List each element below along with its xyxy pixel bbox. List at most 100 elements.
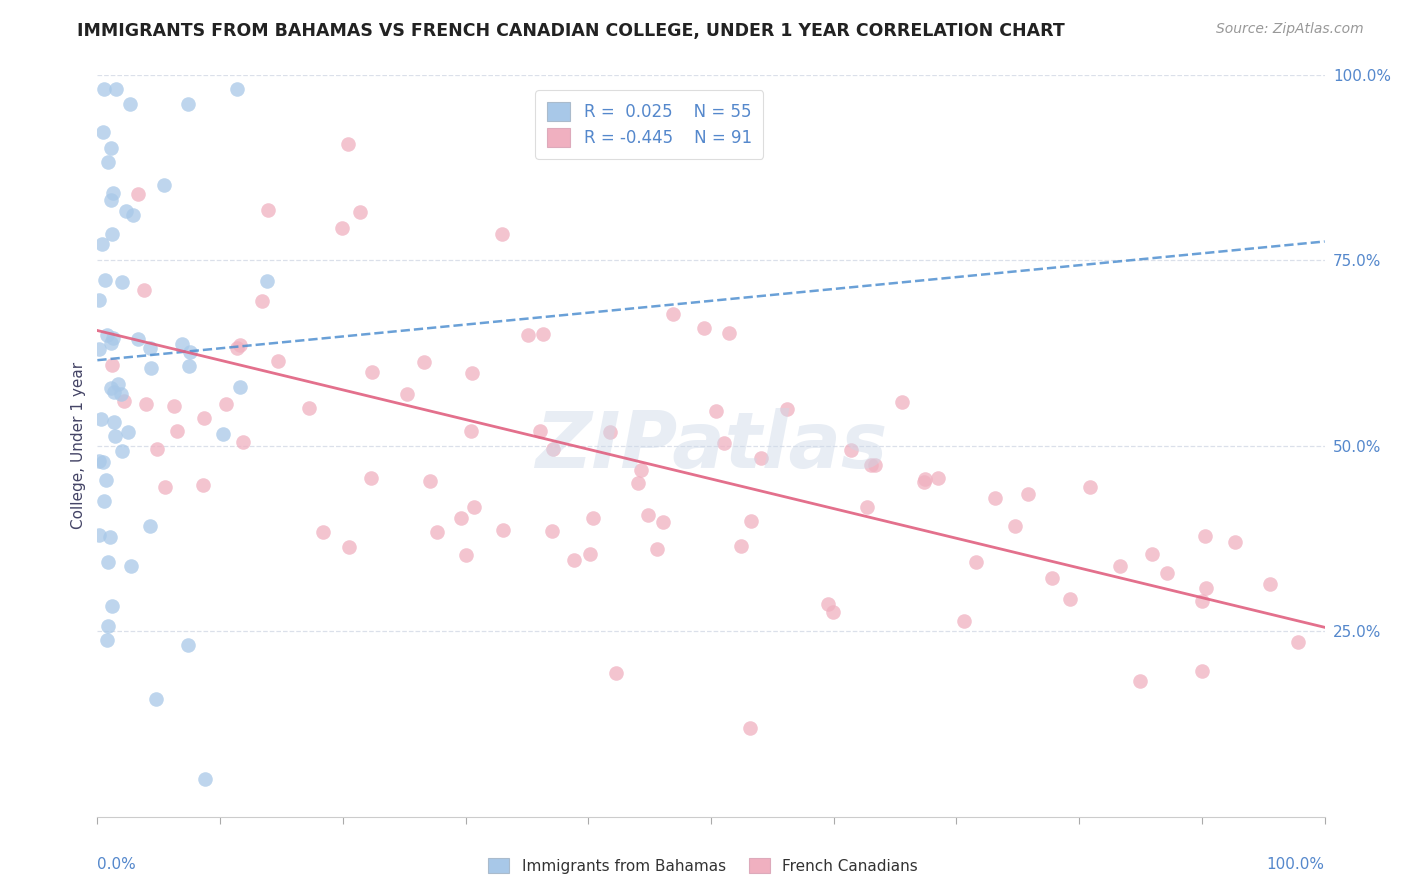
Y-axis label: College, Under 1 year: College, Under 1 year xyxy=(72,362,86,529)
Point xyxy=(927,471,949,485)
Point xyxy=(337,540,360,554)
Point xyxy=(122,208,145,222)
Point xyxy=(170,337,193,351)
Point xyxy=(177,639,200,653)
Point xyxy=(93,494,115,508)
Point xyxy=(630,463,652,477)
Point xyxy=(419,475,441,489)
Point xyxy=(637,508,659,522)
Point xyxy=(256,203,278,218)
Point xyxy=(87,454,110,468)
Point xyxy=(627,475,650,490)
Point xyxy=(330,221,353,235)
Point xyxy=(110,387,132,401)
Point xyxy=(730,539,752,553)
Point xyxy=(91,455,114,469)
Point xyxy=(645,542,668,557)
Point xyxy=(1223,535,1246,549)
Point xyxy=(100,359,122,373)
Point xyxy=(94,273,117,287)
Point xyxy=(1059,591,1081,606)
Point xyxy=(97,619,120,633)
Point xyxy=(1191,593,1213,607)
Point xyxy=(93,82,115,96)
Point xyxy=(361,366,384,380)
Text: ZIPatlas: ZIPatlas xyxy=(534,408,887,483)
Point xyxy=(454,548,477,562)
Point xyxy=(582,511,605,525)
Point xyxy=(134,283,156,297)
Point xyxy=(1017,487,1039,501)
Point xyxy=(516,328,538,343)
Point xyxy=(1156,566,1178,581)
Point xyxy=(127,186,149,201)
Point xyxy=(250,293,273,308)
Point xyxy=(103,385,125,400)
Point xyxy=(953,614,976,628)
Point xyxy=(298,401,321,415)
Point xyxy=(1080,479,1102,493)
Text: IMMIGRANTS FROM BAHAMAS VS FRENCH CANADIAN COLLEGE, UNDER 1 YEAR CORRELATION CHA: IMMIGRANTS FROM BAHAMAS VS FRENCH CANADI… xyxy=(77,22,1066,40)
Point xyxy=(578,547,600,561)
Point xyxy=(145,692,167,706)
Point xyxy=(718,326,741,341)
Point xyxy=(87,342,110,356)
Point xyxy=(337,136,360,151)
Point xyxy=(91,125,114,139)
Point xyxy=(97,155,120,169)
Point xyxy=(166,424,188,438)
Point xyxy=(225,82,247,96)
Point xyxy=(177,97,200,112)
Point xyxy=(105,82,128,96)
Text: 0.0%: 0.0% xyxy=(97,856,136,871)
Point xyxy=(179,344,201,359)
Point xyxy=(965,555,987,569)
Point xyxy=(215,397,238,411)
Point xyxy=(706,404,728,418)
Point xyxy=(100,193,122,207)
Point xyxy=(194,772,217,787)
Point xyxy=(135,397,157,411)
Point xyxy=(531,327,554,342)
Point xyxy=(100,335,122,350)
Point xyxy=(98,531,121,545)
Legend: Immigrants from Bahamas, French Canadians: Immigrants from Bahamas, French Canadian… xyxy=(482,852,924,880)
Point xyxy=(1258,577,1281,591)
Point xyxy=(738,721,761,735)
Point xyxy=(193,411,215,425)
Point xyxy=(87,293,110,307)
Point xyxy=(97,556,120,570)
Point xyxy=(863,458,886,472)
Point xyxy=(1191,664,1213,678)
Point xyxy=(360,470,382,484)
Point xyxy=(100,599,122,613)
Point xyxy=(817,597,839,611)
Point xyxy=(426,524,449,539)
Point xyxy=(179,359,201,374)
Point xyxy=(856,500,879,514)
Point xyxy=(107,377,129,392)
Point xyxy=(914,472,936,486)
Point xyxy=(111,275,134,289)
Point xyxy=(118,97,141,112)
Point xyxy=(152,178,174,193)
Point xyxy=(101,331,124,345)
Point xyxy=(145,442,167,456)
Point xyxy=(461,366,484,380)
Point xyxy=(1109,558,1132,573)
Point xyxy=(91,237,114,252)
Point xyxy=(127,332,149,346)
Point xyxy=(191,478,214,492)
Point xyxy=(104,429,127,443)
Point xyxy=(662,307,685,321)
Point xyxy=(163,400,186,414)
Point xyxy=(89,411,111,425)
Point xyxy=(94,473,117,487)
Point xyxy=(450,511,472,525)
Point xyxy=(1195,582,1218,596)
Point xyxy=(529,424,551,438)
Point xyxy=(491,227,513,242)
Point xyxy=(232,434,254,449)
Point xyxy=(859,458,882,472)
Point xyxy=(311,525,333,540)
